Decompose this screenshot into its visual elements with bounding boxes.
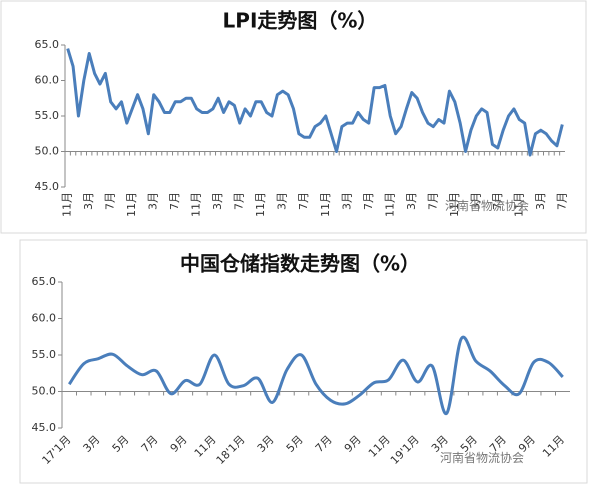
x-tick-label: 19'1月	[388, 433, 422, 467]
y-tick-label: 50.0	[35, 145, 60, 158]
x-tick-label: 11月	[512, 192, 525, 217]
frame	[19, 239, 588, 484]
x-tick-label: 7月	[104, 192, 117, 210]
chart-title: LPI走势图（%）	[223, 9, 378, 33]
x-tick-label: 11月	[383, 192, 396, 217]
y-tick-label: 55.0	[32, 348, 57, 361]
x-tick-label: 5月	[110, 433, 132, 455]
x-tick-label: 3月	[469, 192, 482, 210]
x-tick-label: 11月	[125, 192, 138, 217]
x-tick-label: 3月	[534, 192, 547, 210]
x-tick-label: 11月	[448, 192, 461, 217]
x-tick-label: 3月	[405, 192, 418, 210]
x-tick-label: 7月	[426, 192, 439, 210]
x-tick-label: 7月	[555, 192, 568, 210]
frame	[0, 0, 587, 234]
watermark: 河南省物流协会	[440, 450, 524, 465]
x-tick-label: 11月	[254, 192, 267, 217]
x-tick-label: 11月	[61, 192, 74, 217]
x-tick-label: 3月	[82, 192, 95, 210]
data-line	[68, 335, 564, 415]
x-tick-label: 3月	[147, 192, 160, 210]
x-tick-label: 9月	[342, 433, 364, 455]
x-tick-label: 7月	[297, 192, 310, 210]
chart-title: 中国仓储指数走势图（%）	[180, 252, 420, 276]
x-tick-label: 3月	[276, 192, 289, 210]
x-tick-label: 7月	[233, 192, 246, 210]
y-tick-label: 50.0	[32, 385, 57, 398]
x-tick-label: 7月	[139, 433, 161, 455]
x-tick-label: 18'1月	[214, 433, 248, 467]
y-tick-label: 55.0	[35, 109, 60, 122]
y-tick-label: 45.0	[35, 180, 60, 193]
y-tick-label: 45.0	[32, 421, 57, 434]
data-line	[66, 48, 564, 157]
x-tick-label: 7月	[168, 192, 181, 210]
y-tick-label: 60.0	[35, 74, 60, 87]
y-tick-label: 65.0	[35, 38, 60, 51]
x-tick-label: 7月	[362, 192, 375, 210]
watermark: 河南省物流协会	[445, 198, 529, 213]
x-tick-label: 11月	[540, 433, 567, 460]
x-tick-label: 3月	[340, 192, 353, 210]
x-tick-label: 7月	[313, 433, 335, 455]
x-tick-label: 11月	[319, 192, 332, 217]
x-tick-label: 3月	[255, 433, 277, 455]
x-tick-label: 9月	[168, 433, 190, 455]
x-tick-label: 3月	[211, 192, 224, 210]
x-tick-label: 3月	[81, 433, 103, 455]
y-tick-label: 60.0	[32, 312, 57, 325]
x-tick-label: 5月	[284, 433, 306, 455]
y-tick-label: 65.0	[32, 275, 57, 288]
x-tick-label: 11月	[190, 192, 203, 217]
x-tick-label: 17'1月	[40, 433, 74, 467]
x-tick-label: 7月	[491, 192, 504, 210]
